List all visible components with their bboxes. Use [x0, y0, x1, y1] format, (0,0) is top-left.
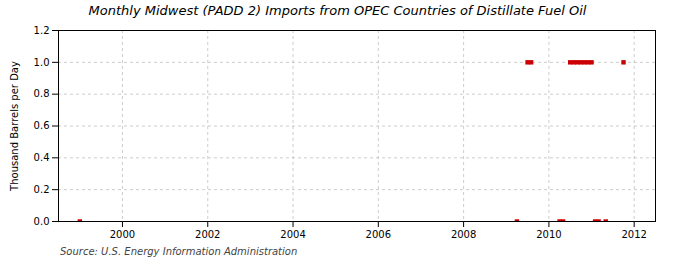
svg-text:0.2: 0.2 — [34, 184, 50, 195]
html-text:Monthly Midwest (PADD 2) Impor: Monthly Midwest (PADD 2) Imports from OP… — [88, 3, 587, 18]
svg-text:0.4: 0.4 — [34, 152, 50, 163]
svg-text:0.0: 0.0 — [34, 216, 50, 227]
svg-text:2006: 2006 — [366, 229, 391, 240]
svg-text:2000: 2000 — [110, 229, 135, 240]
svg-text:2004: 2004 — [280, 229, 305, 240]
svg-text:0.6: 0.6 — [34, 120, 50, 131]
svg-text:2010: 2010 — [536, 229, 561, 240]
svg-text:2012: 2012 — [621, 229, 646, 240]
html-text:Source: U.S. Energy Informatio: Source: U.S. Energy Information Administ… — [60, 246, 298, 257]
svg-text:1.0: 1.0 — [34, 57, 50, 68]
svg-text:1.2: 1.2 — [34, 25, 50, 36]
svg-text:2002: 2002 — [195, 229, 220, 240]
svg-text:2008: 2008 — [451, 229, 476, 240]
svg-text:0.8: 0.8 — [34, 88, 50, 99]
svg-text:Thousand Barrels per Day: Thousand Barrels per Day — [9, 61, 20, 192]
